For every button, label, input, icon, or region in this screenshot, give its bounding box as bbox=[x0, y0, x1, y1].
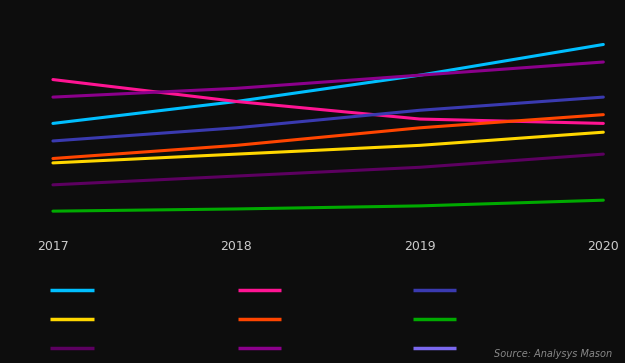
Text: Source: Analysys Mason: Source: Analysys Mason bbox=[494, 349, 612, 359]
